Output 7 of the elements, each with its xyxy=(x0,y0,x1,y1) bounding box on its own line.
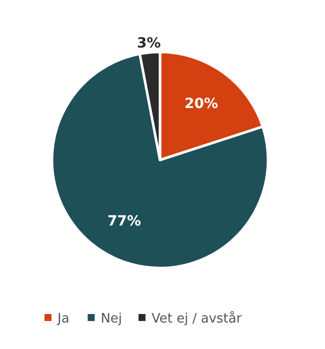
pie-slice xyxy=(50,52,270,270)
data-label: 3% xyxy=(137,35,161,52)
legend-label: Ja xyxy=(56,312,70,327)
legend-label: Nej xyxy=(100,312,122,327)
legend-label: Vet ej / avstår xyxy=(152,310,242,327)
data-label: 77% xyxy=(108,213,142,230)
data-label: 20% xyxy=(184,96,218,112)
